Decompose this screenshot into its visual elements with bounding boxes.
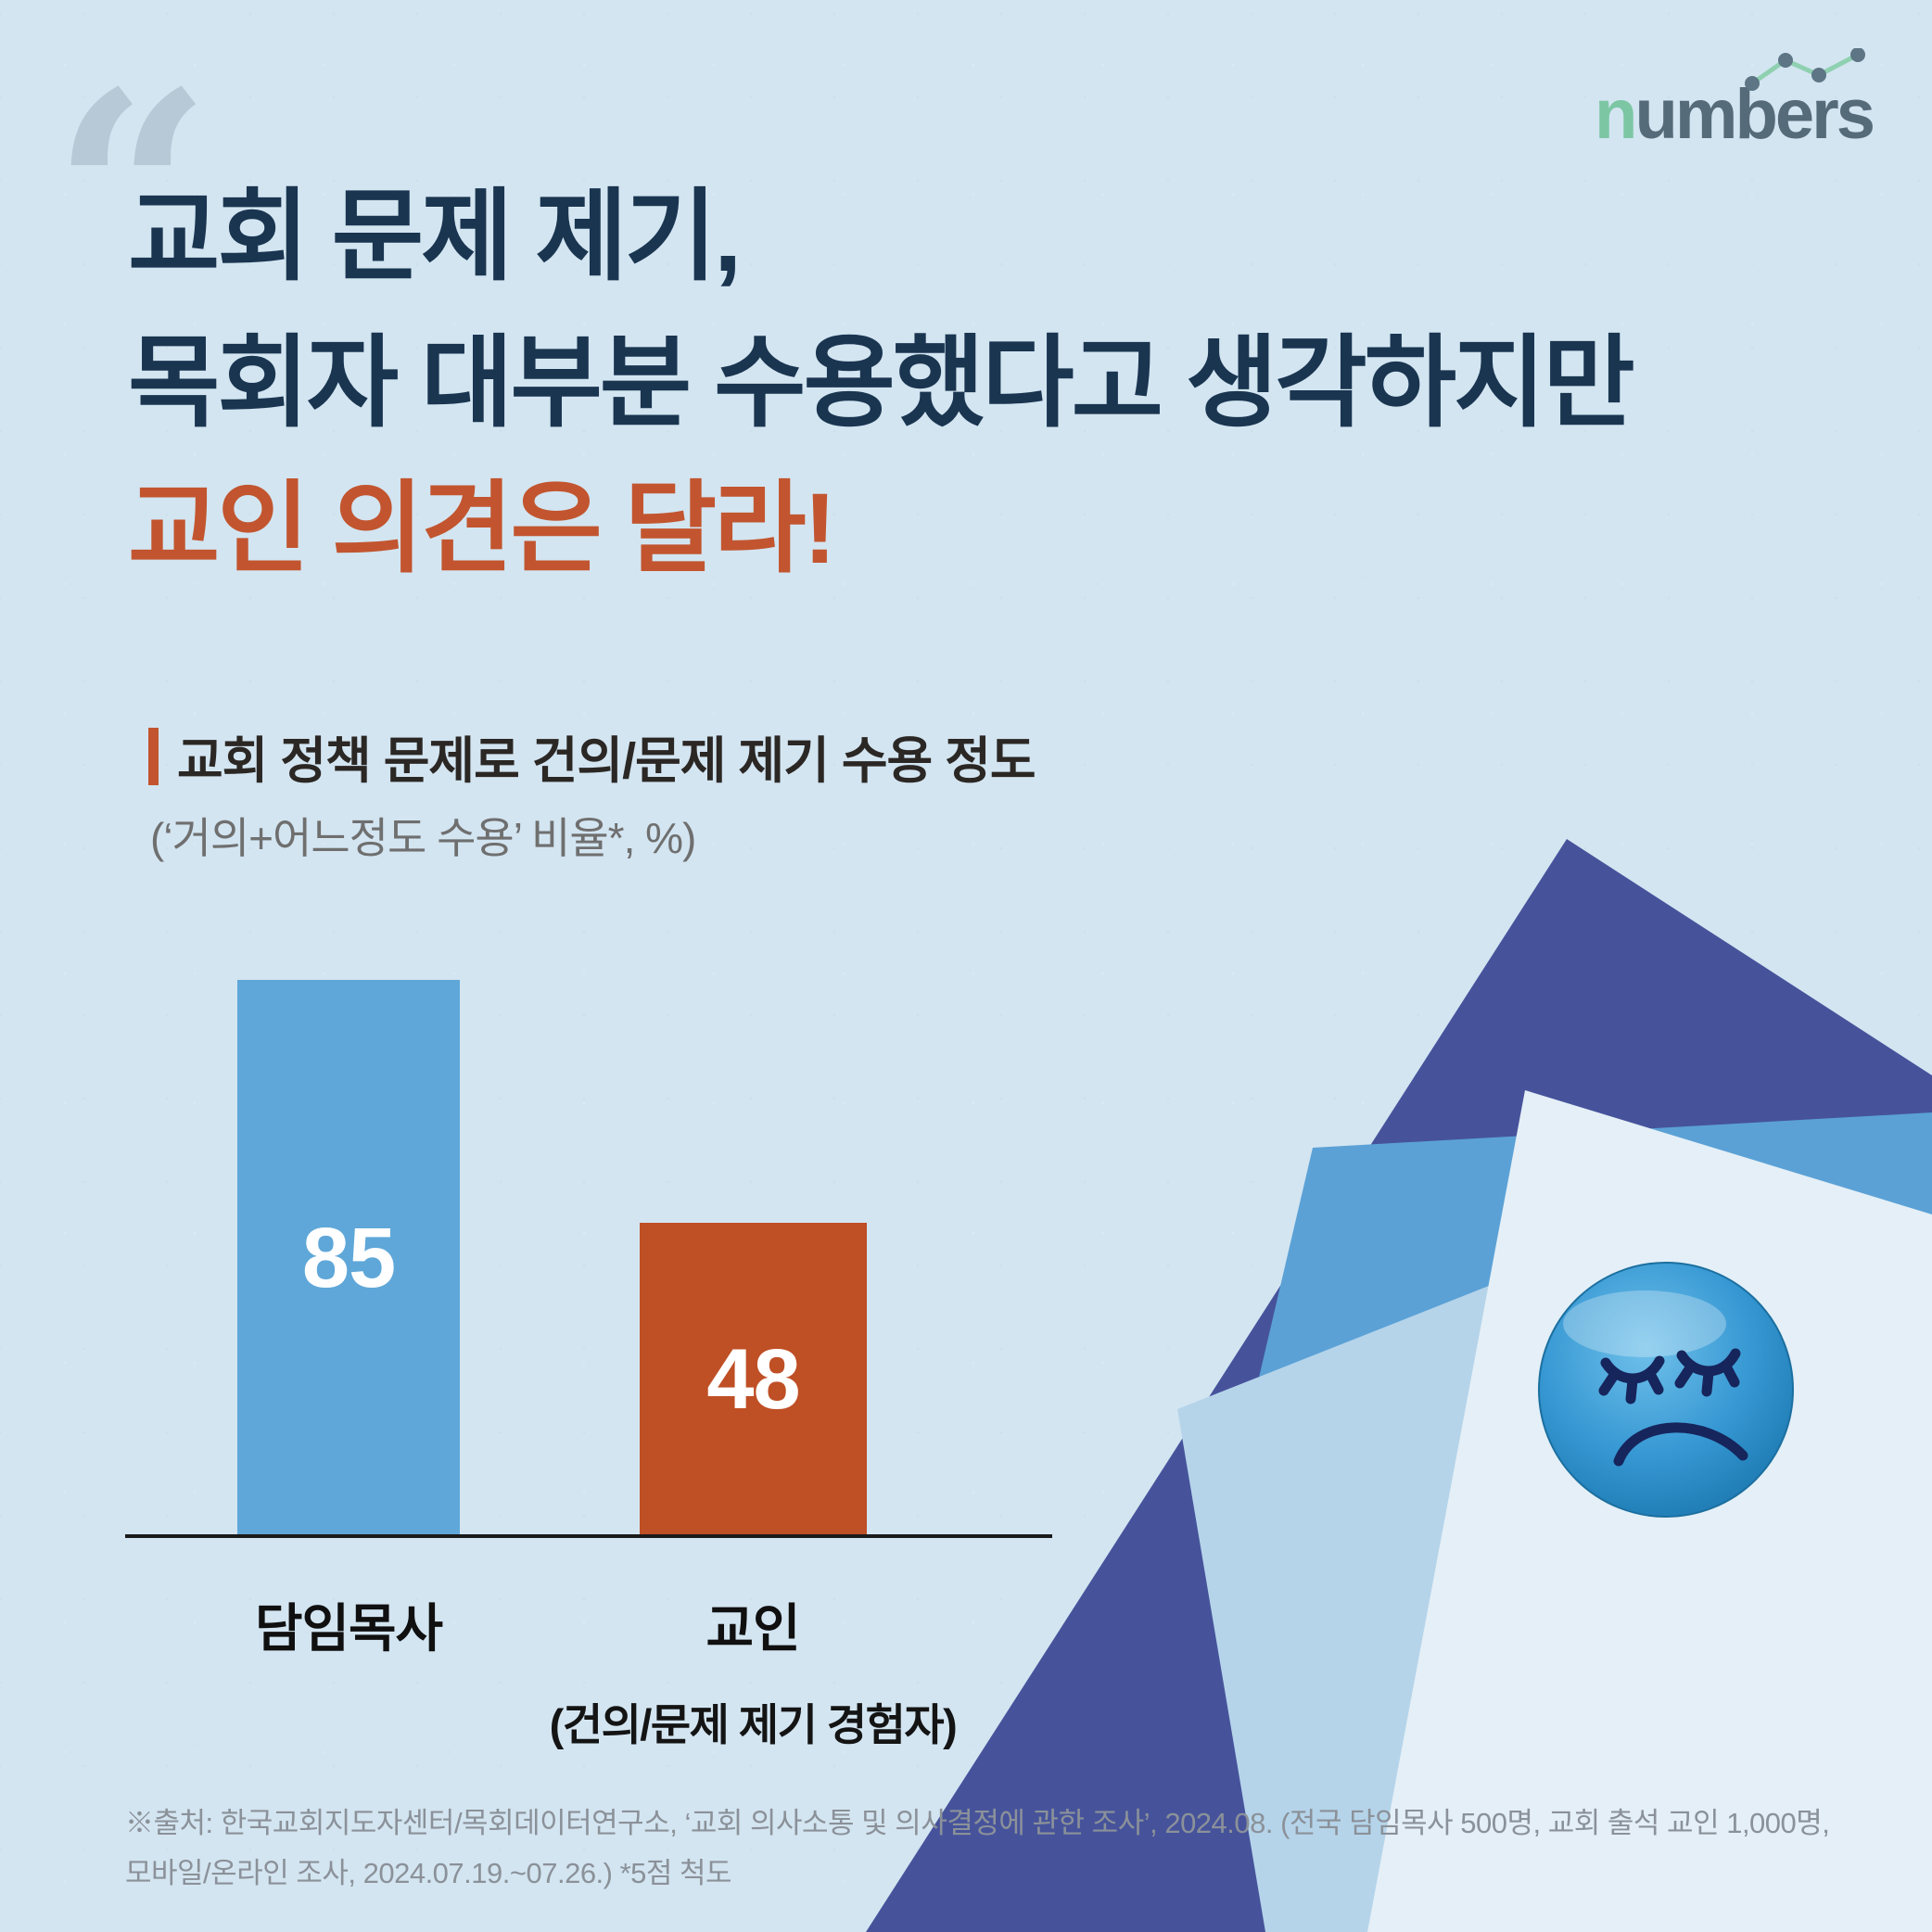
bar-member-value: 48 xyxy=(706,1332,800,1427)
source-note-line-1: ※출처: 한국교회지도자센터/목회데이터연구소, ‘교회 의사소통 및 의사결정… xyxy=(125,1807,1830,1839)
logo-letter-n: n xyxy=(1595,75,1637,154)
logo-wordmark: numbers xyxy=(1595,80,1875,150)
source-note: ※출처: 한국교회지도자센터/목회데이터연구소, ‘교회 의사소통 및 의사결정… xyxy=(125,1799,1830,1899)
chart-title-row: 교회 정책 문제로 건의/문제 제기 수용 정도 xyxy=(148,719,1036,793)
numbers-logo: numbers xyxy=(1595,48,1875,150)
bar-pastor: 85 xyxy=(237,980,460,1537)
sad-face-button-icon xyxy=(1538,1262,1794,1518)
chart-subtitle: (‘거의+어느정도 수용’ 비율*, %) xyxy=(150,814,696,862)
title-marker-bar xyxy=(148,727,159,785)
bar-pastor-value: 85 xyxy=(301,1211,396,1305)
quote-mark-icon: “ xyxy=(52,31,212,358)
category-sublabel-member: (건의/문제 제기 경험자) xyxy=(549,1700,958,1749)
category-label-member: 교인 xyxy=(705,1599,800,1658)
category-label-pastor: 담임목사 xyxy=(254,1599,443,1658)
logo-sparkline-icon xyxy=(1745,48,1865,91)
bar-member: 48 xyxy=(640,1223,867,1537)
source-note-line-2: 모바일/온라인 조사, 2024.07.19.~07.26.) *5점 척도 xyxy=(125,1857,732,1889)
headline-line-2: 목회자 대부분 수용했다고 생각하지만 xyxy=(128,325,1635,439)
logo-letters-umbers: umbers xyxy=(1634,75,1875,154)
headline-line-3: 교인 의견은 달라! xyxy=(128,472,836,585)
headline-line-1: 교회 문제 제기, xyxy=(128,180,742,292)
headline: 교회 문제 제기, 목회자 대부분 수용했다고 생각하지만 교인 의견은 달라! xyxy=(128,163,1635,602)
x-axis-line xyxy=(125,1534,1052,1538)
chart-title: 교회 정책 문제로 건의/문제 제기 수용 정도 xyxy=(177,733,1036,789)
